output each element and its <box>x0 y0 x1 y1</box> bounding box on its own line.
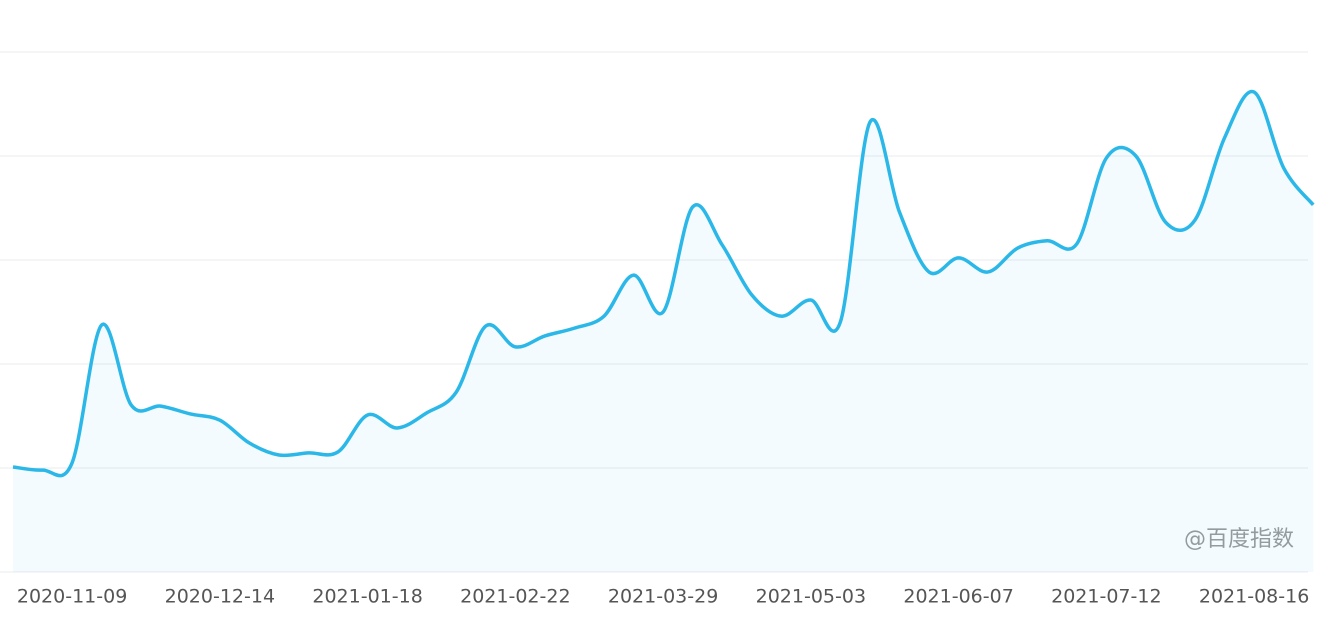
x-tick-label: 2021-03-29 <box>608 586 718 608</box>
line-series <box>12 89 1315 478</box>
watermark: @百度指数 <box>1184 527 1294 552</box>
x-tick-label: 2021-06-07 <box>903 586 1013 608</box>
x-tick-label: 2020-12-14 <box>165 586 275 608</box>
plot: 2020-11-09 2020-12-14 2021-01-18 2021-02-22… <box>0 51 1315 608</box>
x-tick-label: 2021-01-18 <box>312 586 422 608</box>
x-tick-label: 2021-05-03 <box>756 586 866 608</box>
x-tick-label: 2021-08-16 <box>1199 586 1309 608</box>
area-fill <box>13 91 1314 572</box>
x-tick-label: 2020-11-09 <box>17 586 127 608</box>
x-tick-label: 2021-07-12 <box>1051 586 1161 608</box>
x-tick-label: 2021-02-22 <box>460 586 570 608</box>
